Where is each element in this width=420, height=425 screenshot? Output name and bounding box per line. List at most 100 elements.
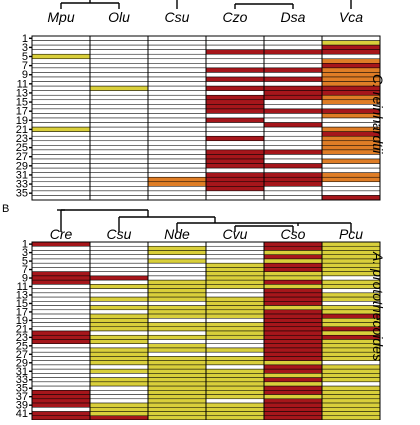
heatmap-cell	[263, 90, 323, 96]
heatmap-cell	[205, 381, 265, 387]
heatmap-cell	[147, 334, 207, 340]
heatmap-cell	[147, 254, 207, 260]
heatmap-cell	[321, 58, 381, 64]
row-label: 11	[17, 78, 28, 90]
heatmap-cell	[31, 267, 91, 272]
heatmap-cell	[205, 113, 265, 119]
heatmap-cell	[89, 385, 149, 391]
row-label: 17	[16, 306, 28, 318]
heatmap-cell	[147, 347, 207, 353]
row-label: 41	[16, 408, 28, 420]
row-label: 23	[16, 332, 28, 344]
heatmap-cell	[31, 163, 91, 169]
heatmap-cell	[89, 309, 149, 315]
heatmap-cell	[263, 76, 323, 82]
heatmap-cell	[263, 415, 323, 421]
heatmap-cell	[205, 330, 265, 336]
heatmap-cell	[205, 76, 265, 82]
heatmap-cell	[147, 301, 207, 306]
heatmap-cell	[263, 330, 323, 336]
heatmap-cell	[147, 104, 207, 110]
heatmap-cell	[89, 81, 149, 87]
heatmap-cell	[205, 195, 265, 201]
row-label: 9	[22, 69, 28, 81]
heatmap-cell	[205, 122, 265, 128]
heatmap-cell	[205, 99, 265, 105]
heatmap-cell	[147, 76, 207, 82]
heatmap-cell	[31, 364, 91, 370]
heatmap-cell	[89, 292, 149, 298]
row-label: 15	[16, 97, 28, 109]
heatmap-cell	[147, 195, 207, 201]
row-label: 29	[16, 357, 28, 369]
heatmap-cell	[31, 149, 91, 155]
heatmap-cell	[31, 72, 91, 78]
heatmap-cell	[205, 318, 265, 323]
heatmap-cell	[205, 292, 265, 298]
heatmap-cell	[89, 394, 149, 400]
heatmap-cell	[31, 262, 91, 268]
row-label: 33	[16, 179, 28, 191]
heatmap-cell	[263, 394, 323, 400]
heatmap-cell	[205, 140, 265, 146]
heatmap-cell	[31, 301, 91, 306]
heatmap-cell	[89, 90, 149, 96]
row-label: 13	[16, 87, 28, 99]
heatmap-cell	[321, 373, 381, 378]
heatmap-cell	[147, 63, 207, 69]
heatmap-cell	[321, 195, 381, 201]
heatmap-cell	[205, 258, 265, 264]
heatmap-cell	[147, 288, 207, 294]
heatmap-cell	[147, 275, 207, 281]
heatmap-cell	[31, 334, 91, 340]
row-label: 11	[17, 281, 28, 293]
heatmap-cell	[205, 58, 265, 64]
heatmap-cell	[147, 318, 207, 323]
heatmap-cell	[89, 131, 149, 137]
heatmap-cell	[31, 190, 91, 196]
heatmap-cell	[263, 186, 323, 192]
heatmap-cell	[321, 190, 381, 196]
heatmap-cell	[205, 67, 265, 73]
heatmap-cell	[89, 49, 149, 55]
heatmap-cell	[89, 402, 149, 408]
heatmap-cell	[31, 381, 91, 387]
heatmap-cell	[147, 67, 207, 73]
heatmap-cell	[89, 122, 149, 128]
heatmap-cell	[89, 313, 149, 319]
heatmap-cell	[89, 254, 149, 260]
heatmap-cell	[205, 181, 265, 187]
heatmap-cell	[263, 309, 323, 315]
heatmap-cell	[263, 373, 323, 378]
heatmap-cell	[321, 377, 381, 383]
heatmap-cell	[89, 318, 149, 323]
heatmap-cell	[147, 309, 207, 315]
row-label: 1	[22, 239, 28, 251]
heatmap-cell	[321, 241, 381, 247]
heatmap-cell	[205, 158, 265, 164]
heatmap-cell	[147, 356, 207, 361]
heatmap-cell	[31, 373, 91, 378]
heatmap-cell	[147, 81, 207, 87]
heatmap-cell	[205, 94, 265, 101]
heatmap-cell	[263, 313, 323, 319]
heatmap-cell	[31, 356, 91, 361]
heatmap-cell	[321, 394, 381, 400]
row-label: 25	[16, 340, 28, 352]
column-header: Nde	[164, 226, 190, 242]
heatmap-cell	[147, 113, 207, 119]
heatmap-cell	[147, 313, 207, 319]
heatmap-cell	[205, 377, 265, 383]
heatmap-cell	[147, 99, 207, 105]
heatmap-cell	[205, 72, 265, 78]
heatmap-cell	[205, 407, 265, 412]
heatmap-cell	[263, 402, 323, 408]
row-label: 35	[16, 188, 28, 200]
heatmap-cell	[89, 381, 149, 387]
heatmap-cell	[89, 398, 149, 404]
heatmap-cell	[89, 271, 149, 277]
heatmap-cell	[321, 44, 381, 50]
heatmap-cell	[147, 154, 207, 160]
heatmap-cell	[89, 279, 149, 285]
row-label: 35	[16, 383, 28, 395]
